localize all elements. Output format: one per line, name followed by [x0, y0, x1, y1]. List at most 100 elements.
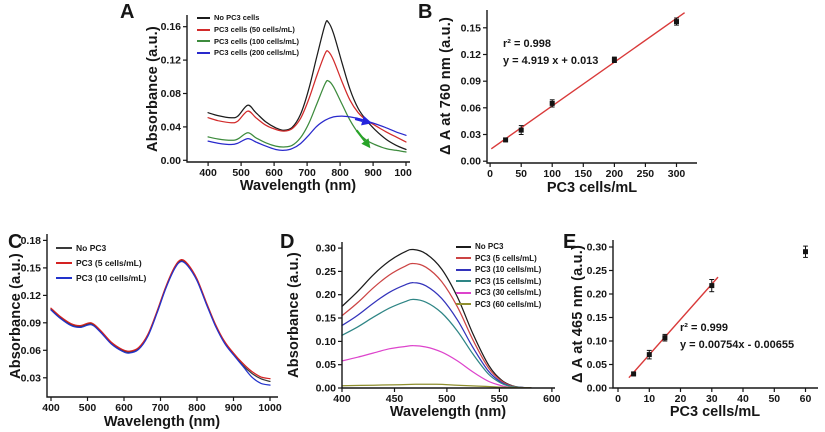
- y-tick-label: 0.04: [161, 121, 182, 133]
- y-tick-label: 0.20: [316, 289, 337, 301]
- x-tick-label: 400: [42, 402, 60, 414]
- y-tick-label: 0.10: [316, 336, 337, 348]
- legend-label: PC3 (60 cells/mL): [475, 299, 542, 309]
- legend-label: PC3 (15 cells/mL): [475, 276, 542, 286]
- series-curve-3: [341, 298, 532, 389]
- data-point: [674, 19, 679, 25]
- legend-c: No PC3 PC3 (5 cells/mL) PC3 (10 cells/mL): [56, 240, 146, 285]
- x-tick-label: 400: [199, 167, 217, 179]
- legend-label: PC3 (10 cells/mL): [475, 265, 542, 275]
- y-tick-label: 0.25: [316, 266, 337, 278]
- x-tick-label: 800: [188, 402, 206, 414]
- y-tick-label: 0.05: [587, 359, 608, 371]
- legend-item: No PC3: [56, 240, 146, 255]
- legend-item: PC3 (60 cells/mL): [456, 299, 541, 311]
- series-curve-1: [50, 258, 271, 380]
- r-squared-e: r² = 0.999: [680, 322, 729, 334]
- x-tick-label: 600: [115, 402, 133, 414]
- y-tick-label: 0.12: [21, 290, 42, 302]
- y-tick-label: 0.00: [587, 383, 608, 395]
- y-tick-label: 0.20: [587, 289, 608, 301]
- fit-stats-e: r² = 0.999 y = 0.00754x - 0.00655: [680, 320, 794, 354]
- y-axis-title-e: Δ A at 465 nm (a.u.): [570, 245, 586, 383]
- data-point: [662, 335, 668, 341]
- x-tick-label: 30: [706, 393, 718, 405]
- panel-label-c: C: [8, 231, 23, 253]
- x-tick-label: 60: [800, 393, 812, 405]
- y-axis-title-d: Absorbance (a.u.): [286, 252, 302, 378]
- green-arrow: [355, 129, 366, 142]
- y-tick-label: 0.00: [161, 155, 182, 167]
- legend-line-swatch: [197, 40, 210, 43]
- x-tick-label: 500: [79, 402, 97, 414]
- legend-label: PC3 (5 cells/mL): [76, 257, 142, 268]
- x-tick-label: 100: [543, 168, 561, 180]
- x-tick-label: 50: [515, 168, 527, 180]
- legend-item: PC3 (15 cells/mL): [456, 276, 541, 288]
- panel-label-a: A: [120, 1, 135, 23]
- panel-d: 400 450 500 550 600 0.00 0.05 0.10 0.15 0.20 0.25 0…: [278, 218, 560, 432]
- legend-item: PC3 cells (100 cells/mL): [197, 35, 299, 47]
- r-squared-b: r² = 0.998: [503, 38, 552, 50]
- y-tick-label: 0.05: [316, 359, 337, 371]
- panel-label-d: D: [280, 231, 295, 253]
- fit-equation-b: y = 4.919 x + 0.013: [503, 55, 599, 67]
- series-curve-2: [50, 260, 271, 386]
- x-tick-label: 300: [668, 168, 686, 180]
- spectra-chart-a: 400 500 600 700 800 900 1000 0.00 0.04 0.08 0.12 0.…: [161, 15, 412, 179]
- panel-b: 0 50 100 150 200 250 300 0.00 0.03 0.06 0.09 0.12 0.…: [415, 0, 707, 212]
- y-tick-label: 0.12: [461, 49, 482, 61]
- legend-d: No PC3 PC3 (5 cells/mL) PC3 (10 cells/mL) P…: [456, 241, 541, 310]
- x-tick-label: 50: [768, 393, 780, 405]
- legend-item: No PC3: [456, 241, 541, 253]
- spectra-chart-c: 400 500 600 700 800 900 1000 0.03 0.06 0.09 0.12 0.…: [21, 234, 282, 414]
- y-tick-label: 0.16: [161, 21, 182, 33]
- y-axis-title-a: Absorbance (a.u.): [145, 26, 161, 152]
- y-tick-label: 0.06: [461, 102, 482, 114]
- legend-label: No PC3 cells: [214, 13, 260, 23]
- legend-label: No PC3: [76, 242, 107, 253]
- y-tick-label: 0.18: [21, 235, 42, 247]
- x-tick-label: 20: [675, 393, 687, 405]
- legend-label: PC3 cells (100 cells/mL): [214, 36, 300, 46]
- y-axis-title-b: Δ A at 760 nm (a.u.): [438, 17, 454, 155]
- x-tick-label: 10: [643, 393, 655, 405]
- legend-a: No PC3 cells PC3 cells (50 cells/mL) PC3 c…: [197, 12, 299, 59]
- y-tick-label: 0.06: [21, 345, 42, 357]
- panel-label-b: B: [418, 1, 433, 23]
- x-tick-label: 900: [225, 402, 243, 414]
- legend-item: PC3 cells (50 cells/mL): [197, 24, 299, 36]
- y-tick-label: 0.25: [587, 265, 608, 277]
- legend-line-swatch: [456, 257, 471, 260]
- legend-item: PC3 cells (200 cells/mL): [197, 47, 299, 59]
- legend-line-swatch: [56, 261, 72, 264]
- x-axis-title-e: PC3 cells/mL: [669, 404, 761, 420]
- x-tick-label: 700: [152, 402, 170, 414]
- legend-label: No PC3: [475, 242, 504, 252]
- legend-label: PC3 (5 cells/mL): [475, 253, 537, 263]
- x-tick-label: 600: [543, 393, 560, 405]
- data-point: [803, 249, 808, 255]
- legend-line-swatch: [456, 280, 471, 283]
- panel-e: 0 10 20 30 40 50 60 0.00 0.05 0.10 0.15 0.20 0.25 0.3…: [560, 218, 825, 432]
- x-tick-label: 500: [232, 167, 250, 179]
- legend-line-swatch: [456, 291, 471, 294]
- y-tick-label: 0.15: [21, 262, 42, 274]
- legend-item: PC3 (5 cells/mL): [456, 253, 541, 265]
- axes: [186, 15, 410, 163]
- y-tick-label: 0.15: [316, 313, 337, 325]
- x-tick-label: 600: [265, 167, 283, 179]
- y-axis-title-c: Absorbance (a.u.): [8, 253, 24, 379]
- y-tick-label: 0.00: [461, 156, 482, 168]
- axes: [486, 10, 697, 164]
- legend-line-swatch: [456, 303, 471, 306]
- x-tick-label: 1000: [258, 402, 282, 414]
- x-axis-title-a: Wavelength (nm): [239, 178, 357, 194]
- legend-label: PC3 (10 cells/mL): [76, 272, 147, 283]
- legend-label: PC3 (30 cells/mL): [475, 288, 542, 298]
- data-point: [611, 57, 617, 63]
- panel-a: 400 500 600 700 800 900 1000 0.00 0.04 0.08 0.12 0.…: [110, 0, 412, 212]
- legend-label: PC3 cells (50 cells/mL): [214, 25, 295, 35]
- axes: [612, 240, 818, 389]
- fit-line: [628, 276, 719, 379]
